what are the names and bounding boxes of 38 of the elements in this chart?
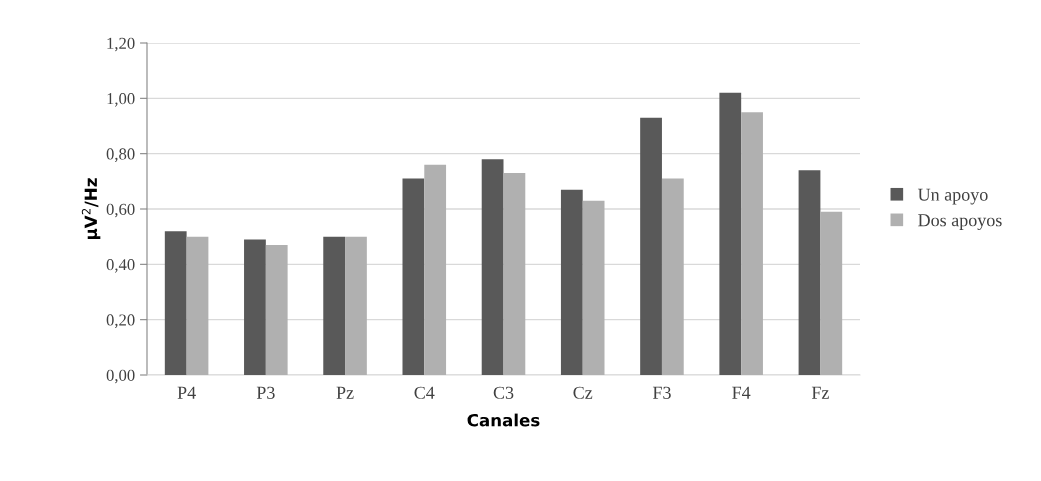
x-tick-label: P4	[177, 386, 196, 399]
bar	[164, 231, 187, 375]
y-tick-label: 0,60	[106, 203, 135, 218]
x-tick-label: C3	[493, 386, 514, 399]
bar	[820, 211, 843, 375]
bar	[503, 173, 526, 375]
x-axis-title: Canales	[467, 413, 540, 427]
bar	[582, 200, 605, 375]
bar	[402, 178, 425, 375]
bar	[560, 189, 583, 375]
bar	[244, 239, 266, 375]
x-tick-label: Pz	[336, 386, 354, 399]
y-tick-label: 0,40	[106, 259, 135, 273]
y-tick-label: 1,20	[107, 37, 135, 52]
bar	[481, 159, 504, 375]
bar	[661, 178, 684, 375]
bar	[640, 117, 662, 375]
bar	[798, 170, 821, 375]
legend-label: Dos apoyos	[918, 214, 1002, 231]
y-tick-label: 1,00	[107, 93, 135, 107]
x-tick-label: P3	[256, 386, 275, 399]
bar	[323, 236, 346, 375]
legend-label: Un apoyo	[917, 188, 988, 205]
y-tick-label: 0,00	[106, 369, 135, 384]
bar	[265, 244, 288, 375]
x-tick-label: F3	[652, 386, 671, 399]
bar	[424, 164, 447, 375]
x-tick-label: Fz	[811, 386, 829, 399]
y-axis-title: μV$^{2}$/Hz	[81, 178, 101, 240]
bar	[186, 236, 209, 375]
bar	[345, 236, 367, 375]
x-tick-label: F4	[732, 386, 751, 399]
x-tick-label: Cz	[573, 386, 593, 399]
bar	[719, 92, 742, 375]
x-tick-label: C4	[414, 386, 435, 399]
y-tick-label: 0,20	[106, 314, 135, 329]
y-tick-label: 0,80	[106, 148, 135, 163]
bar	[741, 112, 763, 375]
